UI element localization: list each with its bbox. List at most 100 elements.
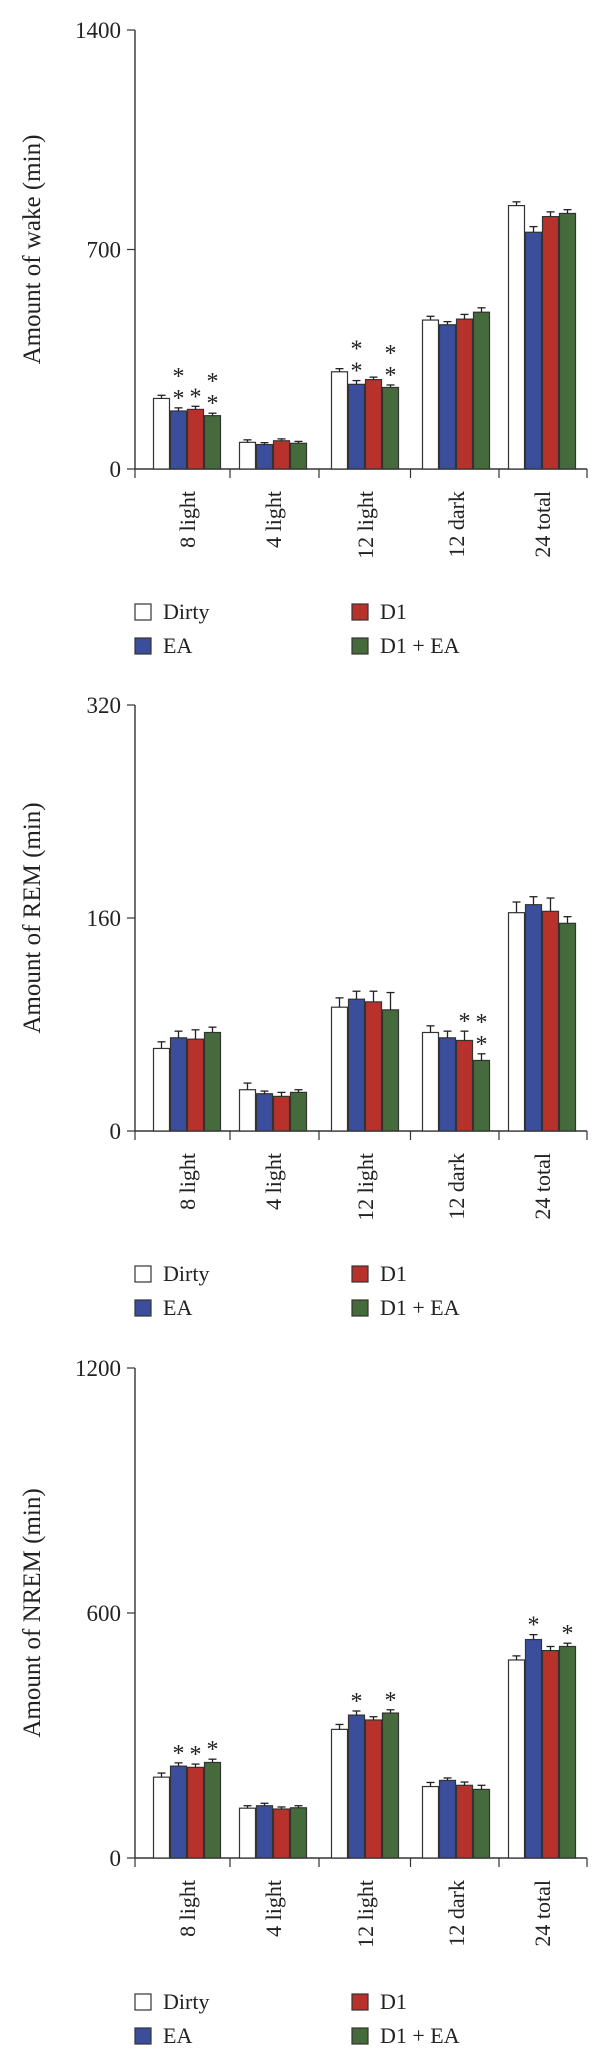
bar-d1-12-light — [364, 1719, 383, 1859]
x-tick-label-24-total: 24 total — [530, 1880, 555, 1947]
y-axis-label: Amount of REM (min) — [19, 802, 46, 1033]
bar-ea-12-dark — [438, 324, 457, 470]
significance-star: * — [173, 1741, 185, 1767]
bar-ea-4-light — [255, 1093, 274, 1132]
legend-swatch-d1-ea — [351, 1299, 369, 1317]
legend-label-dirty: Dirty — [163, 599, 209, 624]
legend-label-dirty: Dirty — [163, 1261, 209, 1286]
bar-d1-12-light — [364, 379, 383, 470]
legend-swatch-ea — [134, 1299, 152, 1317]
legend-label-d1-ea: D1 + EA — [380, 2023, 460, 2048]
x-tick-label-8-light: 8 light — [175, 491, 200, 548]
legend-swatch-ea — [134, 637, 152, 655]
y-tick-label: 0 — [110, 1119, 122, 1144]
bar-dirty-4-light — [238, 1089, 257, 1132]
legend-label-d1: D1 — [380, 1989, 407, 2014]
bar-dirty-12-light — [330, 1728, 349, 1859]
legend-label-d1-ea: D1 + EA — [380, 633, 460, 658]
bar-d1-24-total — [541, 1649, 560, 1859]
bar-d1-ea-8-light — [203, 1761, 222, 1859]
significance-star: * — [207, 369, 219, 395]
bar-dirty-8-light — [152, 1047, 171, 1132]
bar-d1-ea-8-light — [203, 415, 222, 470]
bar-dirty-24-total — [507, 1659, 526, 1859]
y-tick-label: 0 — [110, 457, 122, 482]
y-tick-label: 0 — [110, 1846, 122, 1871]
legend-swatch-d1-ea — [351, 637, 369, 655]
bar-dirty-12-dark — [421, 1785, 440, 1859]
x-tick-label-4-light: 4 light — [261, 1880, 286, 1937]
x-tick-label-12-dark: 12 dark — [444, 1880, 469, 1947]
y-axis-label: Amount of NREM (min) — [19, 1488, 46, 1737]
significance-star: * — [459, 1009, 471, 1035]
y-tick-label: 700 — [87, 238, 122, 263]
x-tick-label-8-light: 8 light — [175, 1153, 200, 1210]
significance-star: * — [476, 1010, 488, 1036]
bar-d1-12-dark — [455, 1039, 474, 1132]
bar-d1-12-light — [364, 1001, 383, 1132]
bar-ea-4-light — [255, 1805, 274, 1859]
bar-ea-12-dark — [438, 1779, 457, 1859]
bar-ea-24-total — [524, 1638, 543, 1859]
x-tick-label-12-light: 12 light — [353, 1153, 378, 1221]
bar-d1-ea-12-dark — [472, 1059, 491, 1132]
bar-d1-24-total — [541, 910, 560, 1132]
x-tick-label-4-light: 4 light — [261, 491, 286, 548]
bar-ea-8-light — [169, 410, 188, 470]
nrem-chart-panel: Amount of NREM (min) 0 600 1200 8 light 4 lig… — [19, 1356, 588, 2048]
significance-star: * — [562, 1621, 574, 1647]
legend-label-ea: EA — [163, 633, 192, 658]
bar-ea-12-light — [347, 1714, 366, 1859]
significance-star: * — [351, 337, 363, 363]
x-tick-label-12-dark: 12 dark — [444, 1153, 469, 1220]
legend-swatch-d1 — [351, 1993, 369, 2011]
bar-d1-8-light — [186, 1038, 205, 1132]
significance-star: * — [385, 1688, 397, 1714]
bar-dirty-8-light — [152, 1776, 171, 1859]
bar-d1-ea-12-light — [381, 386, 400, 470]
x-tick-label-12-light: 12 light — [353, 1880, 378, 1948]
significance-star: * — [476, 1032, 488, 1058]
bar-ea-4-light — [255, 443, 274, 470]
significance-star: * — [173, 386, 185, 412]
bar-d1-12-dark — [455, 1784, 474, 1859]
bar-dirty-12-dark — [421, 319, 440, 470]
bar-d1-ea-12-dark — [472, 1788, 491, 1859]
bar-d1-12-dark — [455, 318, 474, 470]
significance-star: * — [385, 341, 397, 367]
y-tick-label: 160 — [87, 906, 122, 931]
significance-star: * — [207, 1737, 219, 1763]
legend-swatch-d1 — [351, 603, 369, 621]
rem-chart-panel: Amount of REM (min) 0 160 320 8 light 4 light… — [19, 693, 588, 1320]
bar-d1-ea-12-dark — [472, 311, 491, 470]
bar-ea-8-light — [169, 1765, 188, 1859]
bar-dirty-4-light — [238, 1807, 257, 1859]
bar-d1-ea-4-light — [289, 442, 308, 470]
bar-d1-4-light — [272, 1095, 291, 1132]
y-axis-label: Amount of wake (min) — [19, 135, 46, 365]
bar-dirty-8-light — [152, 397, 171, 470]
bar-d1-ea-24-total — [558, 1645, 577, 1859]
x-tick-label-24-total: 24 total — [530, 491, 555, 558]
bar-d1-ea-4-light — [289, 1807, 308, 1859]
bar-ea-12-light — [347, 998, 366, 1132]
bar-d1-ea-12-light — [381, 1009, 400, 1132]
bar-d1-4-light — [272, 1808, 291, 1859]
bar-d1-ea-24-total — [558, 212, 577, 470]
bar-d1-ea-12-light — [381, 1712, 400, 1859]
bar-d1-ea-4-light — [289, 1091, 308, 1132]
bar-dirty-12-light — [330, 371, 349, 470]
legend-label-ea: EA — [163, 2023, 192, 2048]
bar-d1-ea-8-light — [203, 1031, 222, 1132]
legend-swatch-d1-ea — [351, 2027, 369, 2045]
bar-d1-8-light — [186, 1766, 205, 1859]
x-tick-label-8-light: 8 light — [175, 1880, 200, 1937]
bar-dirty-4-light — [238, 441, 257, 470]
significance-star: * — [173, 364, 185, 390]
bar-dirty-24-total — [507, 205, 526, 470]
legend-swatch-dirty — [134, 603, 152, 621]
bar-d1-24-total — [541, 215, 560, 470]
y-tick-label: 320 — [87, 693, 122, 718]
y-tick-label: 1400 — [75, 18, 121, 43]
